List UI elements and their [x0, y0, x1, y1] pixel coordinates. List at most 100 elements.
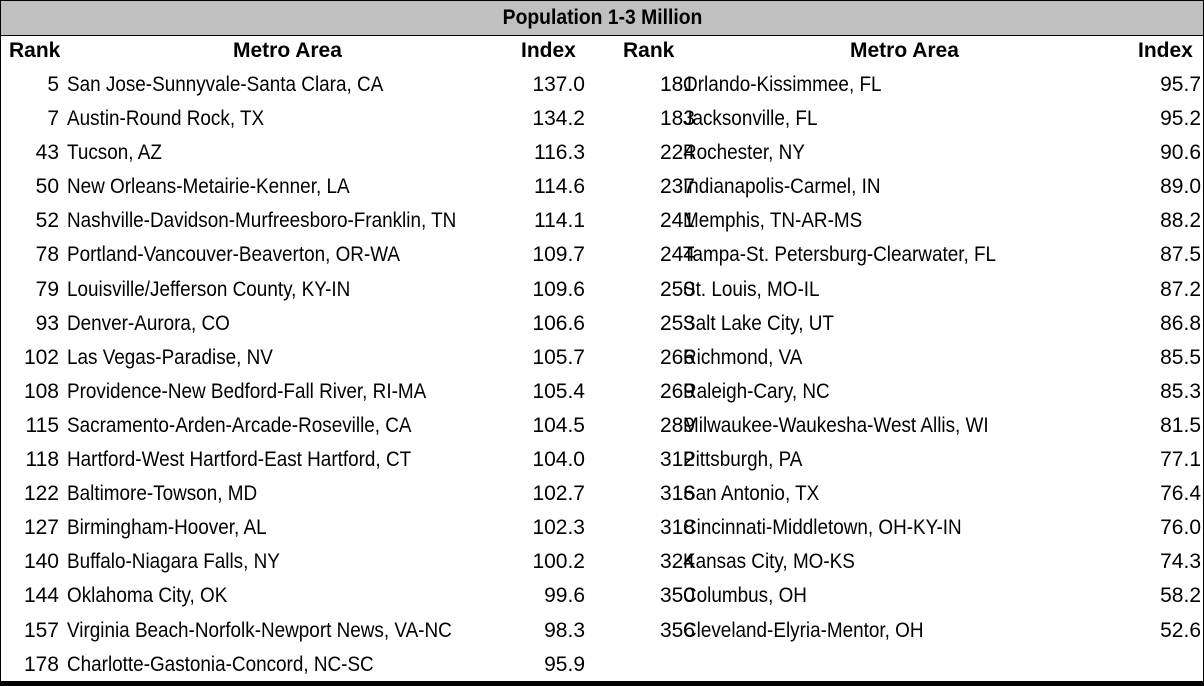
- index-cell: 134.2: [532, 107, 585, 131]
- table-row: 43 Tucson, AZ 116.3: [1, 136, 611, 170]
- right-header-row: Rank Metro Area Index: [619, 36, 1203, 68]
- table-row: 244 Tampa-St. Petersburg-Clearwater, FL 87…: [619, 238, 1203, 272]
- rank-cell: 78: [35, 243, 59, 267]
- table-row: 50 New Orleans-Metairie-Kenner, LA 114.6: [1, 170, 611, 204]
- rank-cell: 5: [47, 73, 59, 96]
- index-cell: 114.1: [534, 209, 585, 233]
- metro-area-cell: Sacramento-Arden-Arcade-Roseville, CA: [67, 413, 412, 437]
- rank-cell: 266: [659, 345, 695, 369]
- table-row: 127 Birmingham-Hoover, AL 102.3: [1, 511, 611, 545]
- rank-cell: 237: [659, 175, 695, 199]
- rank-cell: 102: [23, 345, 59, 369]
- rank-cell: 253: [659, 311, 695, 335]
- left-header-row: Rank Metro Area Index: [1, 36, 611, 68]
- table-row: 356 Cleveland-Elyria-Mentor, OH 52.6: [619, 614, 1203, 648]
- index-cell: 109.6: [532, 277, 585, 301]
- metro-area-cell: Columbus, OH: [683, 584, 807, 608]
- index-cell: 86.8: [1160, 311, 1201, 335]
- index-cell: 90.6: [1160, 141, 1201, 165]
- metro-area-cell: Jacksonville, FL: [683, 107, 818, 131]
- rank-cell: 79: [35, 277, 59, 301]
- table-row: 181 Orlando-Kissimmee, FL 95.7: [619, 68, 1203, 102]
- index-cell: 137.0: [532, 73, 585, 96]
- metro-area-cell: Austin-Round Rock, TX: [67, 107, 265, 131]
- rank-header: Rank: [623, 39, 675, 62]
- metro-area-cell: Cincinnati-Middletown, OH-KY-IN: [683, 516, 962, 540]
- table-row: 224 Rochester, NY 90.6: [619, 136, 1203, 170]
- table-title-bar: Population 1-3 Million: [1, 1, 1203, 36]
- table-row: 183 Jacksonville, FL 95.2: [619, 102, 1203, 136]
- table-title: Population 1-3 Million: [502, 6, 702, 29]
- metro-area-cell: Orlando-Kissimmee, FL: [683, 73, 882, 96]
- table-row: 253 Salt Lake City, UT 86.8: [619, 307, 1203, 341]
- metro-area-cell: Kansas City, MO-KS: [683, 550, 855, 574]
- index-cell: 105.4: [532, 379, 585, 403]
- rank-cell: 356: [659, 618, 695, 642]
- metro-area-cell: Memphis, TN-AR-MS: [683, 209, 863, 233]
- metro-area-cell: Richmond, VA: [683, 345, 803, 369]
- index-cell: 116.3: [534, 141, 585, 165]
- rank-cell: 318: [659, 516, 695, 540]
- rank-cell: 157: [23, 618, 59, 642]
- table-row: 79 Louisville/Jefferson County, KY-IN 109.…: [1, 273, 611, 307]
- metro-area-cell: Tucson, AZ: [67, 141, 162, 165]
- table-row: 316 San Antonio, TX 76.4: [619, 477, 1203, 511]
- rank-cell: 127: [23, 516, 59, 540]
- metro-area-cell: Raleigh-Cary, NC: [683, 379, 830, 403]
- left-column: Rank Metro Area Index 5 San Jose-Sunnyval…: [1, 36, 611, 682]
- index-cell: 58.2: [1160, 584, 1201, 608]
- rank-cell: 178: [23, 652, 59, 676]
- rank-cell: 50: [35, 175, 59, 199]
- rank-cell: 312: [659, 448, 695, 472]
- table-row: 324 Kansas City, MO-KS 74.3: [619, 545, 1203, 579]
- table-row: 237 Indianapolis-Carmel, IN 89.0: [619, 170, 1203, 204]
- metro-area-cell: Las Vegas-Paradise, NV: [67, 345, 273, 369]
- index-cell: 102.3: [532, 516, 585, 540]
- index-cell: 102.7: [532, 482, 585, 506]
- metro-area-cell: Tampa-St. Petersburg-Clearwater, FL: [683, 243, 997, 267]
- metro-area-cell: Denver-Aurora, CO: [67, 311, 230, 335]
- table-row: 350 Columbus, OH 58.2: [619, 579, 1203, 613]
- rank-cell: 241: [659, 209, 695, 233]
- rank-cell: 250: [659, 277, 695, 301]
- table-row: 78 Portland-Vancouver-Beaverton, OR-WA 109…: [1, 238, 611, 272]
- right-rows: 181 Orlando-Kissimmee, FL 95.7 183 Jacksonvi…: [619, 68, 1203, 648]
- table-row: 241 Memphis, TN-AR-MS 88.2: [619, 204, 1203, 238]
- rank-cell: 108: [23, 379, 59, 403]
- table-row: 108 Providence-New Bedford-Fall River, RI…: [1, 375, 611, 409]
- index-cell: 76.0: [1160, 516, 1201, 540]
- metro-area-cell: Virginia Beach-Norfolk-Newport News, VA-…: [67, 618, 452, 642]
- metro-area-cell: Nashville-Davidson-Murfreesboro-Franklin…: [67, 209, 457, 233]
- rank-cell: 7: [47, 107, 59, 131]
- table-row: 289 Milwaukee-Waukesha-West Allis, WI 81.5: [619, 409, 1203, 443]
- table-row: 102 Las Vegas-Paradise, NV 105.7: [1, 341, 611, 375]
- table-row: 7 Austin-Round Rock, TX 134.2: [1, 102, 611, 136]
- metro-area-cell: Louisville/Jefferson County, KY-IN: [67, 277, 351, 301]
- right-column: Rank Metro Area Index 181 Orlando-Kissimm…: [619, 36, 1203, 648]
- index-cell: 87.5: [1160, 243, 1201, 267]
- index-cell: 52.6: [1160, 618, 1201, 642]
- index-cell: 76.4: [1160, 482, 1201, 506]
- table-row: 318 Cincinnati-Middletown, OH-KY-IN 76.0: [619, 511, 1203, 545]
- rank-cell: 43: [35, 141, 59, 165]
- metro-area-cell: Rochester, NY: [683, 141, 805, 165]
- metro-area-cell: Indianapolis-Carmel, IN: [683, 175, 881, 199]
- rank-cell: 118: [25, 448, 59, 472]
- metro-area-cell: Baltimore-Towson, MD: [67, 482, 258, 506]
- rank-cell: 52: [35, 209, 59, 233]
- metro-area-cell: Hartford-West Hartford-East Hartford, CT: [67, 448, 412, 472]
- metro-area-cell: St. Louis, MO-IL: [683, 277, 820, 301]
- metro-area-cell: Oklahoma City, OK: [67, 584, 228, 608]
- metro-area-cell: Milwaukee-Waukesha-West Allis, WI: [683, 413, 989, 437]
- rank-cell: 316: [659, 482, 695, 506]
- table-row: 266 Richmond, VA 85.5: [619, 341, 1203, 375]
- table-row: 312 Pittsburgh, PA 77.1: [619, 443, 1203, 477]
- table-row: 178 Charlotte-Gastonia-Concord, NC-SC 95.9: [1, 648, 611, 682]
- index-cell: 99.6: [544, 584, 585, 608]
- table-row: 122 Baltimore-Towson, MD 102.7: [1, 477, 611, 511]
- metro-area-cell: Providence-New Bedford-Fall River, RI-MA: [67, 379, 427, 403]
- rank-cell: 244: [659, 243, 695, 267]
- table-row: 269 Raleigh-Cary, NC 85.3: [619, 375, 1203, 409]
- rank-cell: 115: [25, 413, 59, 437]
- rank-cell: 350: [659, 584, 695, 608]
